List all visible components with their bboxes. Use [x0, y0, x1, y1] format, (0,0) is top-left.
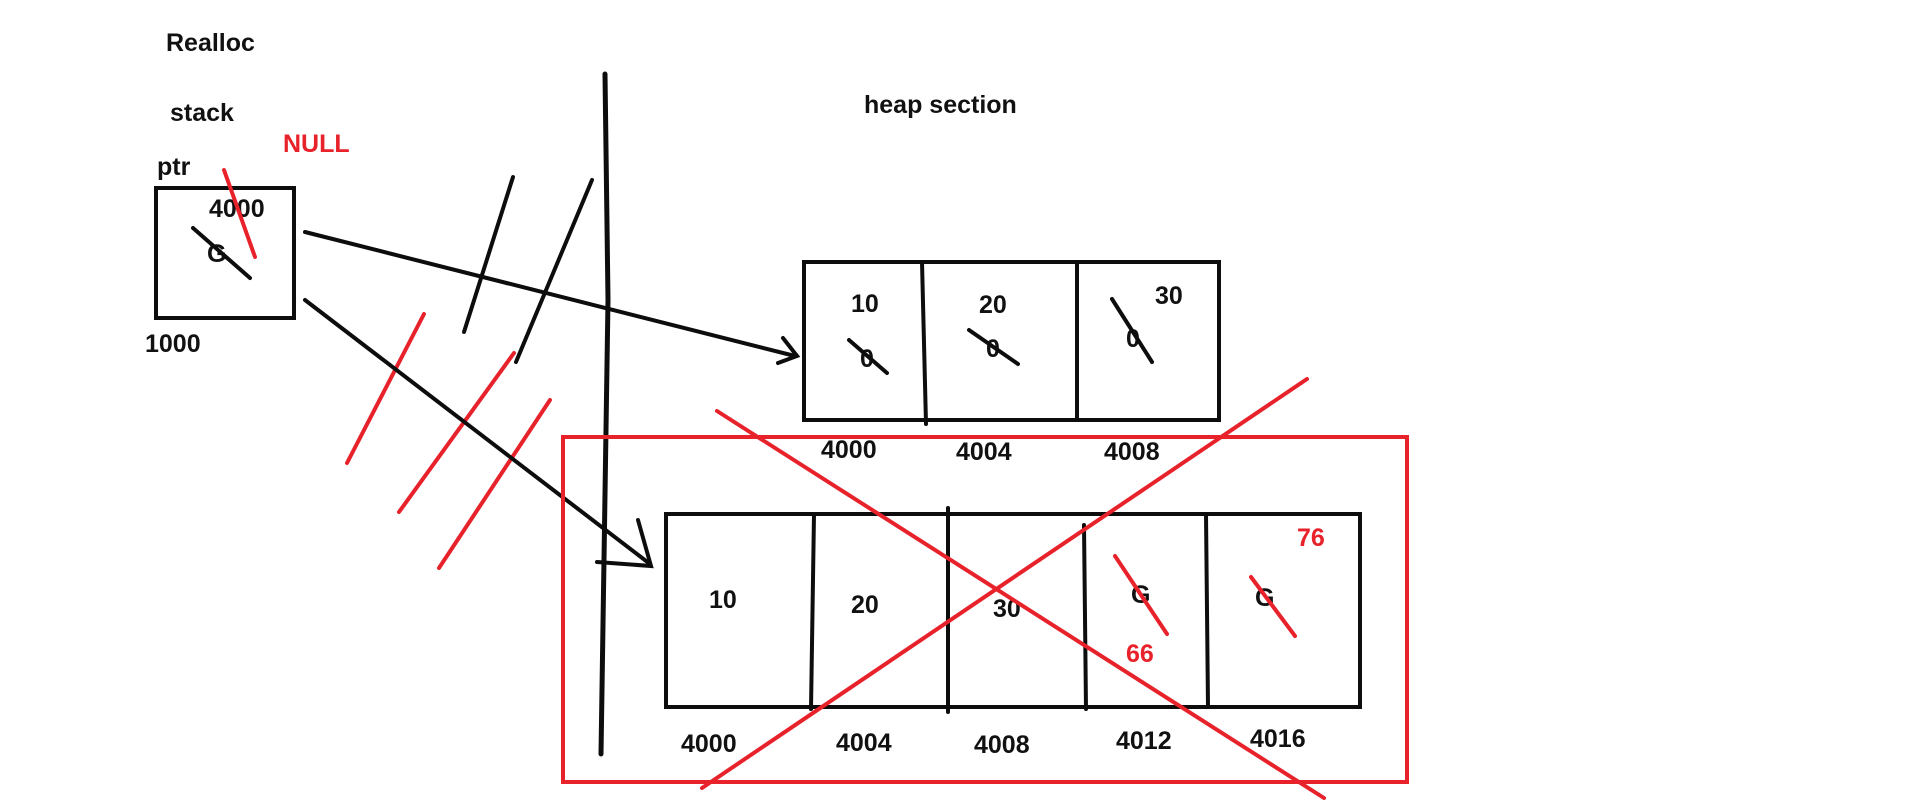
null-note: NULL: [283, 130, 350, 158]
new-cell-address: 4008: [974, 731, 1030, 759]
red-cross-stroke: [715, 409, 1326, 800]
ptr-value-strike: [222, 168, 257, 259]
new-cell-value: 20: [851, 591, 879, 619]
new-cell-value: 10: [709, 586, 737, 614]
ptr-label: ptr: [157, 153, 191, 181]
ptr-old-value-strike: [191, 226, 252, 280]
new-cell-address: 4016: [1250, 725, 1306, 753]
slash-mark: [462, 175, 515, 334]
pointer-arrow-to-new-block: [303, 298, 652, 566]
pointer-arrow-to-old-block: [303, 230, 797, 358]
ptr-address: 1000: [145, 330, 201, 358]
new-cell-value: 30: [993, 595, 1021, 623]
stack-label: stack: [170, 99, 234, 127]
old-cell-value: 20: [979, 291, 1007, 319]
cell-divider: [809, 512, 816, 711]
new-cell-value: 76: [1297, 524, 1325, 552]
pointer-arrow-head: [595, 518, 654, 569]
cell-divider: [920, 260, 928, 426]
old-cell-initial-strike: [967, 328, 1020, 366]
cell-divider: [1082, 523, 1088, 711]
diagram-title: Realloc: [166, 29, 255, 57]
new-cell-initial-strike: [1113, 554, 1169, 636]
slash-mark: [514, 178, 594, 364]
old-cell-initial-strike: [1110, 297, 1154, 364]
red-slash-mark: [397, 351, 516, 514]
old-cell-initial: 0: [1126, 325, 1140, 353]
new-cell-address: 4012: [1116, 727, 1172, 755]
new-block-highlight: [561, 435, 1409, 784]
red-slash-mark: [437, 398, 552, 570]
stack-heap-divider: [598, 71, 611, 757]
old-heap-block: [802, 260, 1221, 422]
old-cell-address: 4004: [956, 438, 1012, 466]
old-cell-address: 4000: [821, 436, 877, 464]
old-cell-initial-strike: [847, 338, 889, 375]
old-cell-value: 30: [1155, 282, 1183, 310]
pointer-arrow-head: [776, 336, 801, 365]
old-cell-address: 4008: [1104, 438, 1160, 466]
red-cross-stroke: [700, 377, 1309, 790]
new-cell-initial-strike: [1249, 575, 1297, 638]
new-heap-block: [664, 512, 1362, 709]
cell-divider: [1204, 512, 1210, 709]
new-cell-address: 4000: [681, 730, 737, 758]
new-cell-value: 66: [1126, 640, 1154, 668]
red-slash-mark: [345, 312, 426, 465]
old-cell-value: 10: [851, 290, 879, 318]
ptr-box: [154, 186, 296, 320]
heap-section-label: heap section: [864, 91, 1017, 119]
new-cell-address: 4004: [836, 729, 892, 757]
